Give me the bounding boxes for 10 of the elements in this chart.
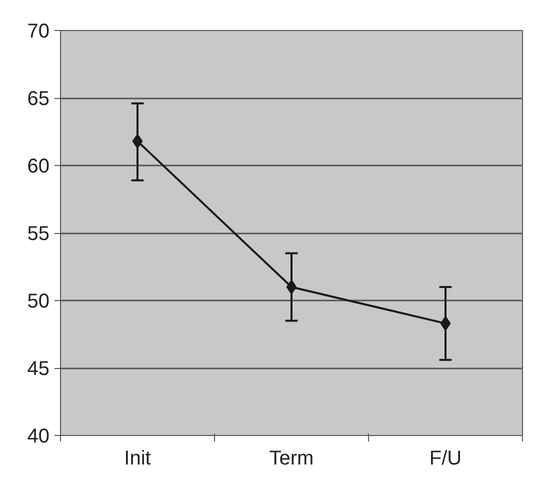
y-tick-label: 60: [27, 156, 50, 178]
y-tick-label: 65: [27, 88, 50, 110]
y-tick-label: 40: [27, 426, 50, 448]
y-tick-label: 45: [27, 358, 50, 380]
y-tick-label: 70: [27, 20, 50, 42]
x-tick-label: Init: [124, 448, 152, 470]
y-tick-label: 50: [27, 290, 50, 312]
x-tick-label: Term: [269, 448, 314, 470]
x-tick-label: F/U: [429, 448, 462, 470]
y-tick-label: 55: [27, 223, 50, 245]
